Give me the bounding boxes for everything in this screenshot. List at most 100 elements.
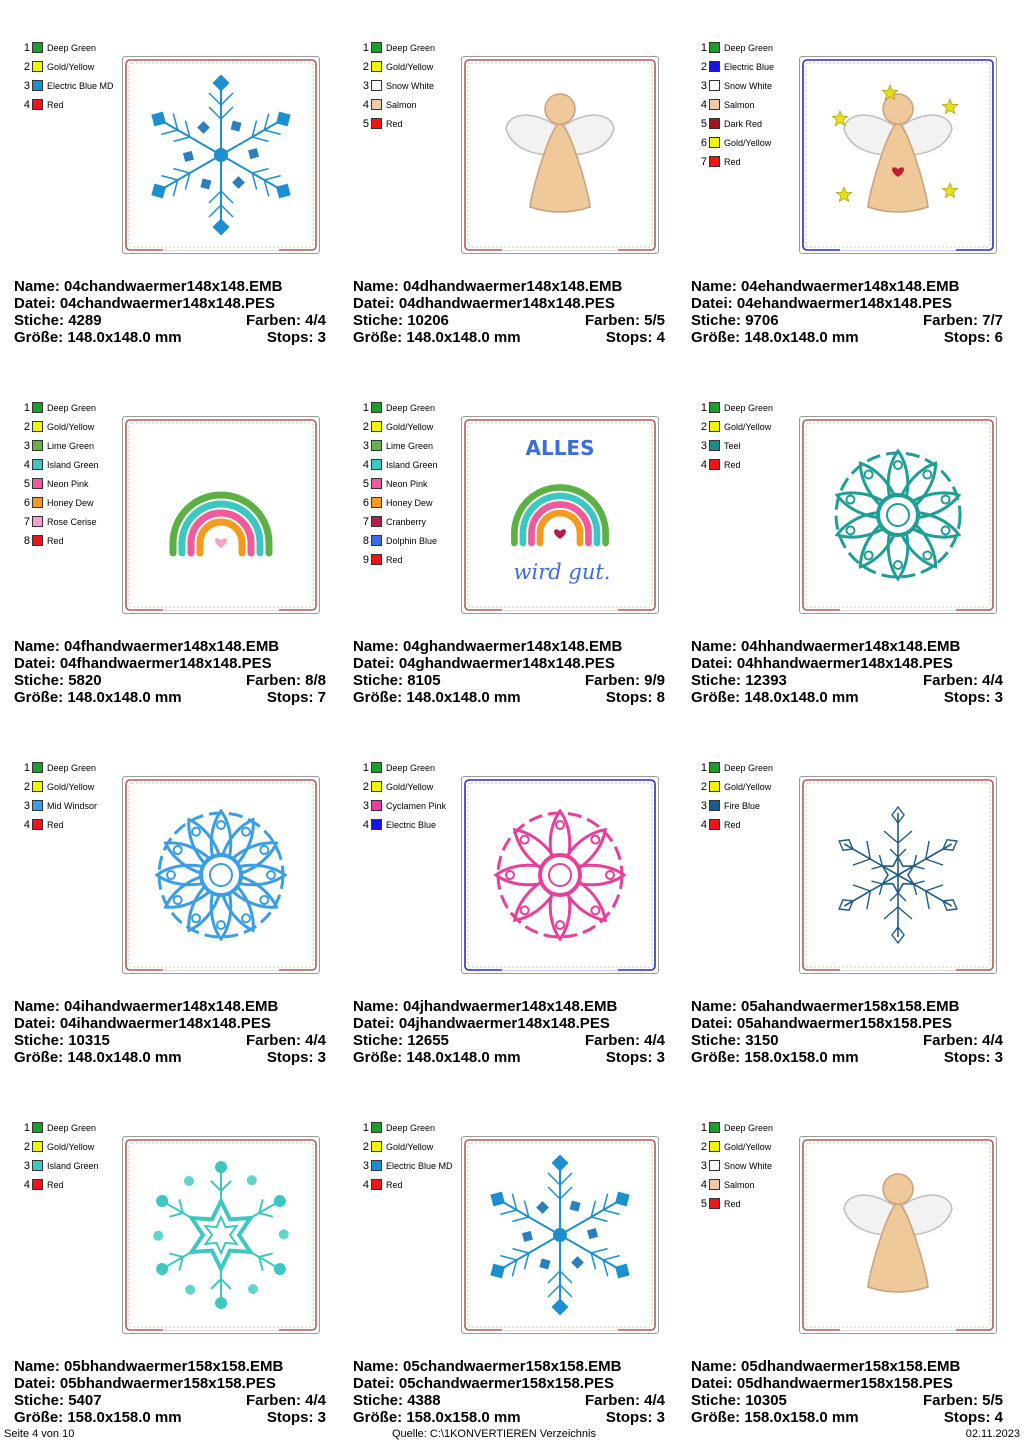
thread-name: Red — [724, 1198, 741, 1209]
design-file: Datei: 04ehandwaermer148x148.PES — [691, 295, 952, 312]
thread-color-row: 6 Gold/Yellow — [697, 133, 774, 152]
name-line: Name: 05dhandwaermer158x158.EMB — [691, 1358, 1003, 1375]
stitch-count-label: Stiche: — [14, 672, 65, 689]
thread-color-row: 3 Snow White — [697, 76, 774, 95]
stop-count-value: 3 — [317, 1049, 326, 1066]
thread-swatch — [371, 800, 382, 811]
thread-color-list: 1 Deep Green 2 Gold/Yellow 3 Fire Blue 4 Red — [697, 758, 773, 834]
thread-name: Electric Blue — [724, 61, 775, 72]
stop-count-value: 8 — [656, 689, 665, 706]
stitches-line: Stiche: 10305 Farben: 5/5 — [691, 1392, 1003, 1409]
snowflake-star-icon — [153, 1161, 289, 1309]
stitches-line: Stiche: 3150 Farben: 4/4 — [691, 1032, 1003, 1049]
design-name-value: 04dhandwaermer148x148.EMB — [403, 278, 623, 295]
stitches-line: Stiche: 5820 Farben: 8/8 — [14, 672, 326, 689]
design-size-label: Größe: — [14, 689, 64, 706]
stop-count-label: Stops: — [266, 1049, 314, 1066]
stitch-count: Stiche: 12655 — [353, 1032, 449, 1049]
stop-count-label: Stops: — [266, 1409, 314, 1426]
design-file-label: Datei: — [353, 1015, 395, 1032]
stop-count-label: Stops: — [266, 329, 314, 346]
file-line: Datei: 05ahandwaermer158x158.PES — [691, 1015, 1003, 1032]
thread-swatch — [32, 478, 43, 489]
thread-color-row: 2 Gold/Yellow — [697, 777, 773, 796]
stop-count-value: 3 — [994, 689, 1003, 706]
thread-number: 5 — [362, 477, 369, 490]
stitch-count-label: Stiche: — [14, 312, 65, 329]
design-card: 1 Deep Green 2 Gold/Yellow 3 Lime Green 4 Islan… — [14, 370, 352, 730]
thread-number: 1 — [362, 761, 369, 774]
thread-color-list: 1 Deep Green 2 Gold/Yellow 3 Electric Blue MD… — [359, 1118, 453, 1194]
stitch-count-value: 12655 — [407, 1032, 449, 1049]
design-file-value: 04fhandwaermer148x148.PES — [59, 655, 272, 672]
design-size: Größe: 148.0x148.0 mm — [353, 1049, 521, 1066]
design-name: Name: 04ehandwaermer148x148.EMB — [691, 278, 960, 295]
thread-name: Rose Cerise — [47, 516, 97, 527]
color-count-value: 4/4 — [982, 672, 1003, 689]
thread-color-row: 3 Cyclamen Pink — [359, 796, 446, 815]
stitch-count-label: Stiche: — [14, 1392, 65, 1409]
color-count-label: Farben: — [584, 672, 640, 689]
size-line: Größe: 148.0x148.0 mm Stops: 3 — [353, 1049, 665, 1066]
thread-name: Salmon — [724, 99, 755, 110]
stitch-count-value: 12393 — [745, 672, 787, 689]
stitch-count-value: 4388 — [407, 1392, 441, 1409]
thread-swatch — [371, 118, 382, 129]
design-name: Name: 04chandwaermer148x148.EMB — [14, 278, 283, 295]
design-name-value: 04ihandwaermer148x148.EMB — [64, 998, 279, 1015]
thread-number: 1 — [23, 1121, 30, 1134]
design-file-value: 04hhandwaermer148x148.PES — [736, 655, 953, 672]
page-number: Seite 4 von 10 — [4, 1428, 75, 1440]
thread-name: Electric Blue MD — [47, 80, 114, 91]
thread-color-list: 1 Deep Green 2 Gold/Yellow 3 Mid Windsor 4 Red — [20, 758, 97, 834]
name-line: Name: 04ghandwaermer148x148.EMB — [353, 638, 665, 655]
design-name-label: Name: — [691, 1358, 737, 1375]
thread-color-row: 2 Gold/Yellow — [359, 1137, 453, 1156]
stop-count-value: 6 — [994, 329, 1003, 346]
thread-color-row: 3 Teel — [697, 436, 773, 455]
design-card: 1 Deep Green 2 Gold/Yellow 3 Mid Windsor 4 Red N… — [14, 730, 352, 1090]
design-card: 1 Deep Green 2 Electric Blue 3 Snow White 4 Sal… — [691, 10, 1024, 370]
design-file: Datei: 04ghandwaermer148x148.PES — [353, 655, 615, 672]
thread-number: 3 — [23, 439, 30, 452]
thread-number: 3 — [700, 439, 707, 452]
stitch-count-value: 9706 — [745, 312, 779, 329]
thread-name: Red — [386, 1179, 403, 1190]
motif-bottom-text: wird gut. — [514, 560, 611, 584]
thread-swatch — [709, 80, 720, 91]
thread-name: Deep Green — [724, 42, 774, 53]
thread-name: Gold/Yellow — [724, 1141, 772, 1152]
color-count: Farben: 5/5 — [923, 1392, 1003, 1409]
design-size: Größe: 148.0x148.0 mm — [691, 329, 859, 346]
color-count-value: 4/4 — [305, 312, 326, 329]
file-line: Datei: 04ehandwaermer148x148.PES — [691, 295, 1003, 312]
thread-name: Gold/Yellow — [724, 421, 772, 432]
thread-swatch — [709, 819, 720, 830]
size-line: Größe: 148.0x148.0 mm Stops: 6 — [691, 329, 1003, 346]
stitch-count-label: Stiche: — [14, 1032, 65, 1049]
thread-name: Fire Blue — [724, 800, 761, 811]
thread-swatch — [32, 402, 43, 413]
thread-name: Lime Green — [47, 440, 95, 451]
thread-name: Red — [386, 554, 403, 565]
thread-color-row: 5 Red — [697, 1194, 773, 1213]
thread-color-row: 3 Snow White — [359, 76, 435, 95]
thread-name: Gold/Yellow — [47, 61, 95, 72]
design-name-label: Name: — [14, 1358, 60, 1375]
angel-icon — [843, 1173, 953, 1293]
size-line: Größe: 148.0x148.0 mm Stops: 8 — [353, 689, 665, 706]
design-name-label: Name: — [14, 278, 60, 295]
thread-number: 3 — [362, 799, 369, 812]
thread-name: Deep Green — [47, 1122, 97, 1133]
thread-number: 1 — [362, 41, 369, 54]
thread-swatch — [32, 819, 43, 830]
thread-color-row: 1 Deep Green — [20, 1118, 99, 1137]
stitch-count-label: Stiche: — [353, 1392, 404, 1409]
thread-swatch — [371, 1160, 382, 1171]
thread-number: 1 — [362, 401, 369, 414]
size-line: Größe: 148.0x148.0 mm Stops: 3 — [14, 1049, 326, 1066]
stop-count-value: 3 — [994, 1049, 1003, 1066]
size-line: Größe: 158.0x158.0 mm Stops: 3 — [691, 1049, 1003, 1066]
design-name-label: Name: — [353, 1358, 399, 1375]
file-line: Datei: 04hhandwaermer148x148.PES — [691, 655, 1003, 672]
